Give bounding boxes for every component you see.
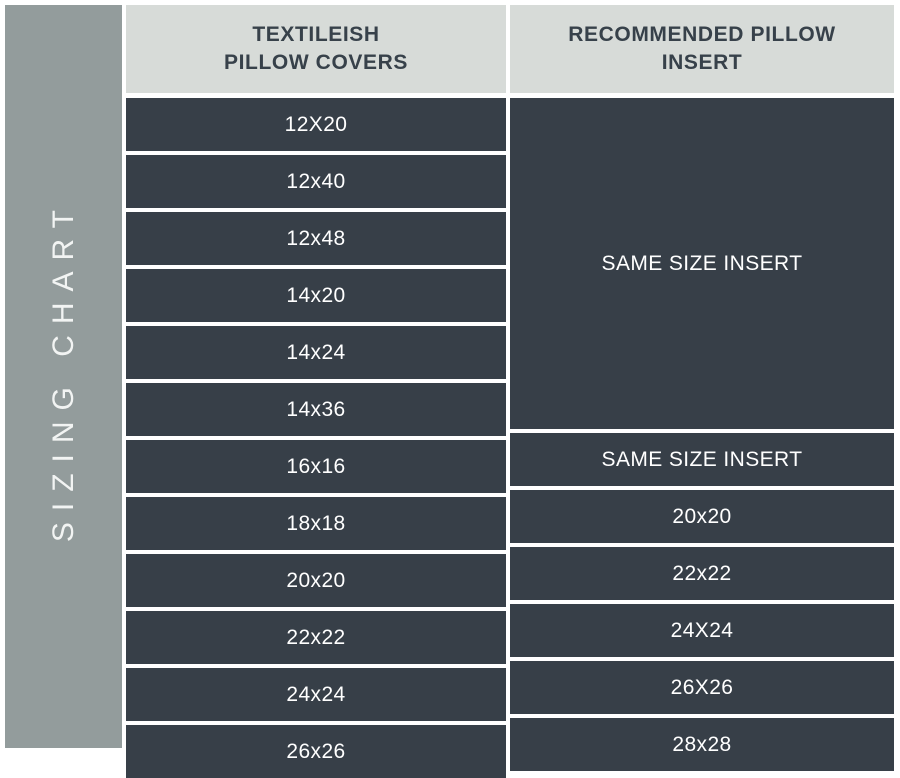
sidebar-title-panel: SIZING CHART (5, 5, 122, 748)
table-row: 20x20 (510, 490, 894, 543)
table-header-row: TEXTILEISH PILLOW COVERS RECOMMENDED PIL… (126, 5, 894, 93)
table-row: 14x36 (126, 383, 506, 436)
table-row: 22x22 (126, 611, 506, 664)
sizing-table: TEXTILEISH PILLOW COVERS RECOMMENDED PIL… (126, 5, 894, 778)
table-row: 24x24 (126, 668, 506, 721)
table-row: 20x20 (126, 554, 506, 607)
sizing-chart-root: SIZING CHART TEXTILEISH PILLOW COVERS RE… (5, 5, 894, 778)
table-row: 28x28 (510, 718, 894, 771)
table-row: SAME SIZE INSERT (510, 433, 894, 486)
column-header-covers-line1: TEXTILEISH (252, 22, 380, 46)
table-row: 14x24 (126, 326, 506, 379)
table-row: 18x18 (126, 497, 506, 550)
table-row: 26x26 (126, 725, 506, 778)
sizing-chart-vertical-title: SIZING CHART (46, 199, 80, 543)
column-header-recommended-insert: RECOMMENDED PILLOW INSERT (510, 5, 894, 93)
table-row: 26X26 (510, 661, 894, 714)
table-row: 24X24 (510, 604, 894, 657)
column-header-covers-line2: PILLOW COVERS (224, 51, 408, 74)
table-row: 12x40 (126, 155, 506, 208)
column-pillow-covers: 12X20 12x40 12x48 14x20 14x24 14x36 16x1… (126, 98, 506, 778)
column-header-insert-line1: RECOMMENDED PILLOW (568, 22, 836, 46)
column-header-pillow-covers: TEXTILEISH PILLOW COVERS (126, 5, 506, 93)
table-body: 12X20 12x40 12x48 14x20 14x24 14x36 16x1… (126, 98, 894, 778)
table-row: 22x22 (510, 547, 894, 600)
merged-same-size-insert-cell: SAME SIZE INSERT (510, 98, 894, 429)
table-row: 16x16 (126, 440, 506, 493)
table-row: 12x48 (126, 212, 506, 265)
column-header-insert-line2: INSERT (661, 51, 743, 74)
table-row: 14x20 (126, 269, 506, 322)
column-recommended-insert: SAME SIZE INSERT SAME SIZE INSERT 20x20 … (510, 98, 894, 771)
table-row: 12X20 (126, 98, 506, 151)
